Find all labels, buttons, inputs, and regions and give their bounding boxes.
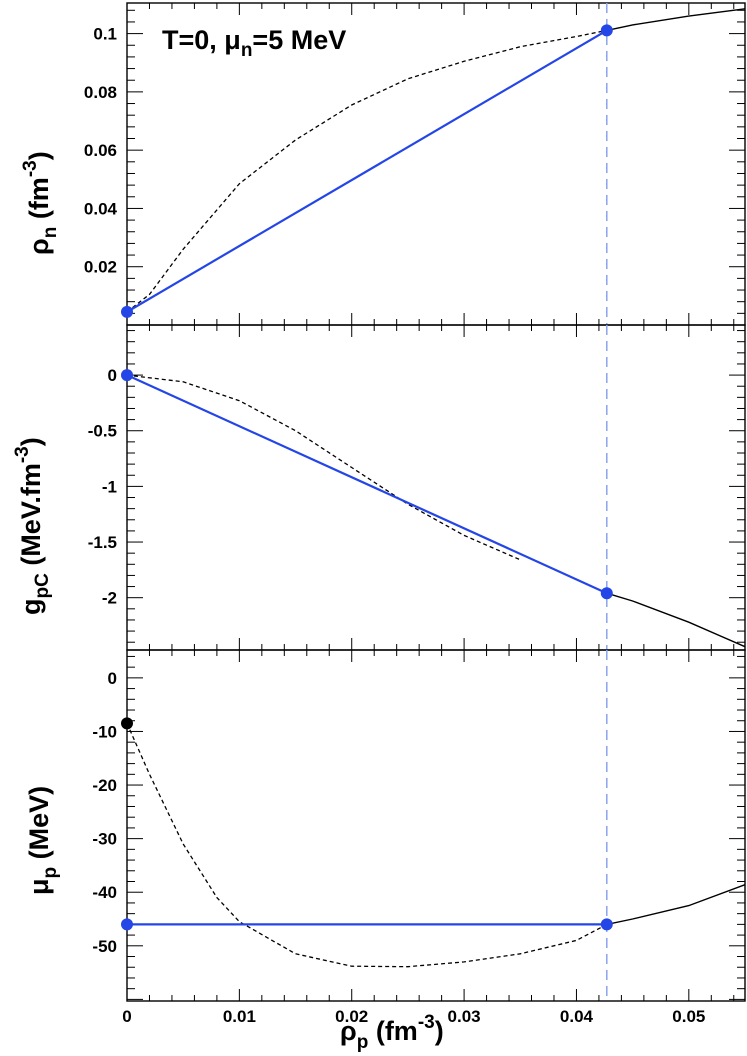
y-tick-label: -0.5 — [88, 422, 117, 441]
equilibrium-point — [600, 918, 613, 931]
y-title-middle-unit: (MeV.fm — [16, 463, 46, 573]
x-axis-title: ρp (fm-3) — [340, 1012, 444, 1053]
y-title-bottom-unit: (MeV) — [24, 786, 54, 867]
y-title-bottom: μp (MeV) — [24, 786, 61, 895]
y-title-top-exp: -3 — [20, 160, 41, 177]
y-tick-label: -40 — [92, 883, 117, 902]
y-title-top-close: ) — [24, 151, 54, 160]
y-tick-label: -1 — [102, 477, 117, 496]
equilibrium-point — [600, 587, 613, 600]
y-title-middle-exp: -3 — [12, 446, 33, 463]
annotation-mu: μ — [224, 25, 241, 55]
unstable-curve — [126, 29, 607, 313]
panel-frame — [126, 649, 746, 1002]
y-tick-label: 0.1 — [93, 25, 117, 44]
y-tick-label: 0.02 — [84, 258, 117, 277]
x-tick-label: 0 — [122, 1007, 131, 1026]
y-title-top-sub: n — [40, 227, 61, 239]
panel-bottom: -50 -40 -30 -20 -10 0 — [92, 649, 746, 1002]
y-tick-label: -10 — [92, 722, 117, 741]
y-title-top: ρn (fm-3) — [20, 151, 61, 255]
y-tick-label: -50 — [92, 937, 117, 956]
x-title-main: ρ — [340, 1016, 357, 1046]
y-title-middle-close: ) — [16, 437, 46, 446]
x-title-unit: (fm — [368, 1016, 418, 1046]
annotation-main: T=0, — [162, 25, 224, 55]
equilibrium-point — [121, 305, 133, 318]
y-tick-label: 0 — [108, 669, 117, 688]
stable-curve — [606, 8, 746, 32]
annotation-rest: =5 MeV — [252, 25, 346, 55]
x-tick-label: 0.04 — [560, 1007, 594, 1026]
y-title-bottom-main: μ — [24, 878, 54, 895]
y-tick-label: -2 — [102, 589, 117, 608]
x-tick-label: 0.05 — [672, 1007, 705, 1026]
y-tick-label: 0.08 — [84, 83, 117, 102]
panels: 0.02 0.04 0.06 0.08 0.1 -2 -1.5 -1 -0.5 0 -50 -40 -3… — [84, 2, 746, 1026]
equilibrium-line — [126, 374, 608, 595]
unstable-curve — [126, 723, 608, 968]
equilibrium-point — [121, 369, 133, 382]
equilibrium-point — [121, 918, 133, 931]
x-title-close: ) — [435, 1016, 444, 1046]
y-tick-label: 0.06 — [84, 141, 117, 160]
x-tick-label: 0.03 — [448, 1007, 481, 1026]
stable-curve — [606, 884, 746, 926]
y-title-middle-sub: pC — [32, 573, 53, 599]
y-tick-label: 0 — [108, 366, 117, 385]
y-title-top-unit: (fm — [24, 177, 54, 227]
y-title-middle-main: g — [16, 599, 46, 616]
panel-frame — [126, 324, 746, 651]
y-tick-label: -1.5 — [88, 533, 117, 552]
unstable-curve — [126, 374, 521, 561]
y-title-middle: gpC (MeV.fm-3) — [12, 437, 53, 615]
x-tick-label: 0.02 — [335, 1007, 368, 1026]
y-tick-label: -30 — [92, 830, 117, 849]
y-tick-label: 0.04 — [84, 199, 118, 218]
x-tick-label: 0.01 — [223, 1007, 256, 1026]
limit-point — [121, 717, 133, 730]
annotation-mu-sub: n — [241, 40, 253, 61]
equilibrium-line — [126, 29, 608, 313]
x-title-exp: -3 — [418, 1012, 435, 1033]
y-tick-label: -20 — [92, 776, 117, 795]
x-title-sub: p — [357, 1032, 369, 1053]
stable-curve — [606, 592, 746, 648]
panel-middle: -2 -1.5 -1 -0.5 0 — [88, 324, 746, 651]
equilibrium-point — [600, 24, 613, 37]
figure-annotation: T=0, μn=5 MeV — [162, 25, 346, 61]
y-title-bottom-sub: p — [40, 867, 61, 879]
y-title-top-main: ρ — [24, 238, 54, 255]
